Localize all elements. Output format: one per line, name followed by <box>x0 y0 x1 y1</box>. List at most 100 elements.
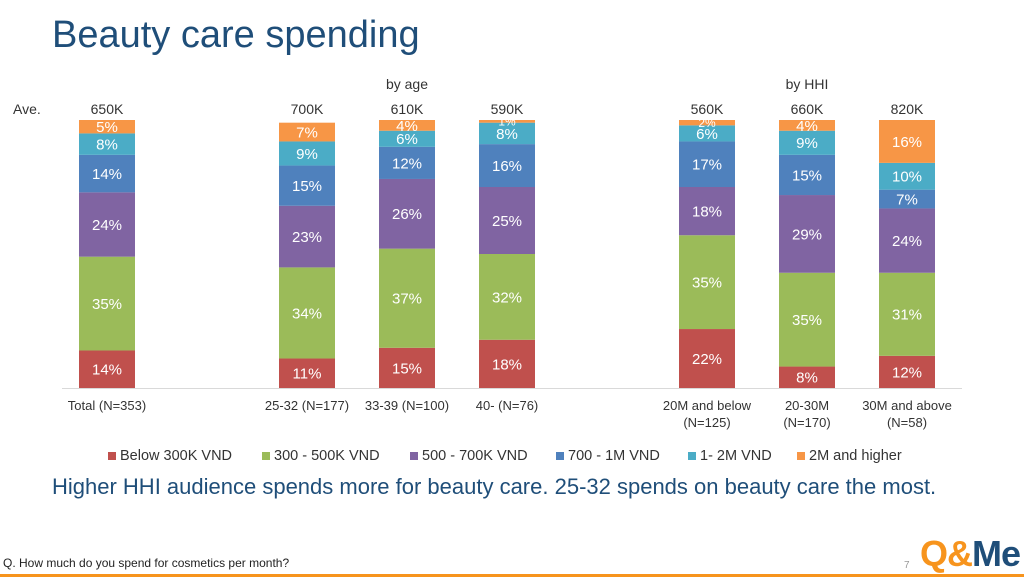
data-label: 12% <box>892 364 922 381</box>
data-label: 12% <box>392 155 422 172</box>
bar-segment <box>379 178 435 249</box>
average-value: 590K <box>491 101 524 117</box>
data-label: 24% <box>92 217 122 234</box>
bar-segment <box>379 248 435 348</box>
bar-segment <box>679 125 735 142</box>
data-label: 32% <box>492 289 522 306</box>
data-label: 9% <box>296 146 318 163</box>
legend-swatch <box>410 452 418 460</box>
data-label: 18% <box>492 356 522 373</box>
bar-segment <box>279 122 335 142</box>
data-label: 7% <box>896 191 918 208</box>
data-label: 8% <box>496 126 518 143</box>
conclusion-text: Higher HHI audience spends more for beau… <box>52 474 937 499</box>
data-label: 37% <box>392 291 422 308</box>
data-label: 35% <box>692 275 722 292</box>
data-label: 4% <box>796 118 818 135</box>
category-label: (N=125) <box>683 415 730 430</box>
data-label: 15% <box>392 360 422 377</box>
data-label: 14% <box>92 166 122 183</box>
category-label: Total (N=353) <box>68 398 146 413</box>
average-value: 820K <box>891 101 924 117</box>
data-label: 15% <box>292 178 322 195</box>
data-label: 24% <box>892 233 922 250</box>
bar-segment <box>479 254 535 340</box>
data-label: 26% <box>392 206 422 223</box>
bar-segment <box>479 339 535 388</box>
data-label: 23% <box>292 229 322 246</box>
data-label: 31% <box>892 307 922 324</box>
data-label: 6% <box>396 131 418 148</box>
data-label: 14% <box>92 362 122 379</box>
logo-me: Me <box>972 533 1021 574</box>
data-label: 5% <box>96 119 118 136</box>
bar-segment <box>879 272 935 356</box>
bar-segment <box>279 205 335 268</box>
slide-title: Beauty care spending <box>52 14 420 56</box>
bar-segment <box>779 272 835 367</box>
group-label: by age <box>386 76 428 92</box>
average-label: Ave. <box>13 101 41 117</box>
data-label: 17% <box>692 157 722 174</box>
data-label: 6% <box>696 126 718 143</box>
page-number: 7 <box>904 560 910 571</box>
bar-segment <box>779 195 835 273</box>
data-label: 2% <box>698 116 716 130</box>
bar-segment <box>79 154 135 193</box>
data-label: 25% <box>492 213 522 230</box>
bar-segment <box>279 141 335 166</box>
data-label: 18% <box>692 204 722 221</box>
data-label: 10% <box>892 169 922 186</box>
qandme-logo: Q&Me <box>920 533 1024 574</box>
bar-segment <box>479 187 535 254</box>
legend-swatch <box>108 452 116 460</box>
data-label: 16% <box>892 134 922 151</box>
bar-segment <box>779 120 835 131</box>
legend-label: 2M and higher <box>809 448 902 464</box>
category-label: (N=58) <box>887 415 927 430</box>
bar-segment <box>779 130 835 155</box>
bar-segment <box>879 355 935 388</box>
data-label: 35% <box>92 296 122 313</box>
bar-segment <box>879 189 935 209</box>
average-value: 560K <box>691 101 724 117</box>
bar-segment <box>79 192 135 257</box>
bar-segment <box>379 347 435 388</box>
data-label: 4% <box>396 118 418 135</box>
bar-segment <box>379 146 435 179</box>
bar-segment <box>679 187 735 236</box>
average-value: 610K <box>391 101 424 117</box>
bar-segment <box>479 122 535 145</box>
group-label: by HHI <box>786 76 829 92</box>
legend-label: 300 - 500K VND <box>274 448 380 464</box>
legend-label: 1- 2M VND <box>700 448 772 464</box>
bar-segment <box>879 162 935 190</box>
data-label: 9% <box>796 135 818 152</box>
data-label: 22% <box>692 351 722 368</box>
logo-amp: & <box>947 533 973 574</box>
bar-segment <box>679 141 735 187</box>
data-label: 35% <box>792 312 822 329</box>
bar-segment <box>79 133 135 155</box>
bar-segment <box>79 350 135 388</box>
survey-question: Q. How much do you spend for cosmetics p… <box>3 556 290 570</box>
bar-segment <box>279 267 335 359</box>
legend-label: Below 300K VND <box>120 448 232 464</box>
bar-segment <box>479 120 535 123</box>
logo-q: Q <box>920 533 948 574</box>
stacked-bar-chart: by age by HHIAve.14%35%24%14%8%5%650KTota… <box>13 76 962 464</box>
legend-label: 500 - 700K VND <box>422 448 528 464</box>
bar-segment <box>379 130 435 147</box>
bar-segment <box>679 235 735 330</box>
legend-label: 700 - 1M VND <box>568 448 660 464</box>
category-label: 40- (N=76) <box>476 398 539 413</box>
category-label: 20M and below <box>663 398 752 413</box>
bar-segment <box>779 154 835 196</box>
bar-segment <box>79 120 135 134</box>
footer-line <box>0 574 1024 577</box>
data-label: 34% <box>292 305 322 322</box>
average-value: 660K <box>791 101 824 117</box>
data-label: 29% <box>792 226 822 243</box>
legend-swatch <box>262 452 270 460</box>
category-label: 20-30M <box>785 398 829 413</box>
